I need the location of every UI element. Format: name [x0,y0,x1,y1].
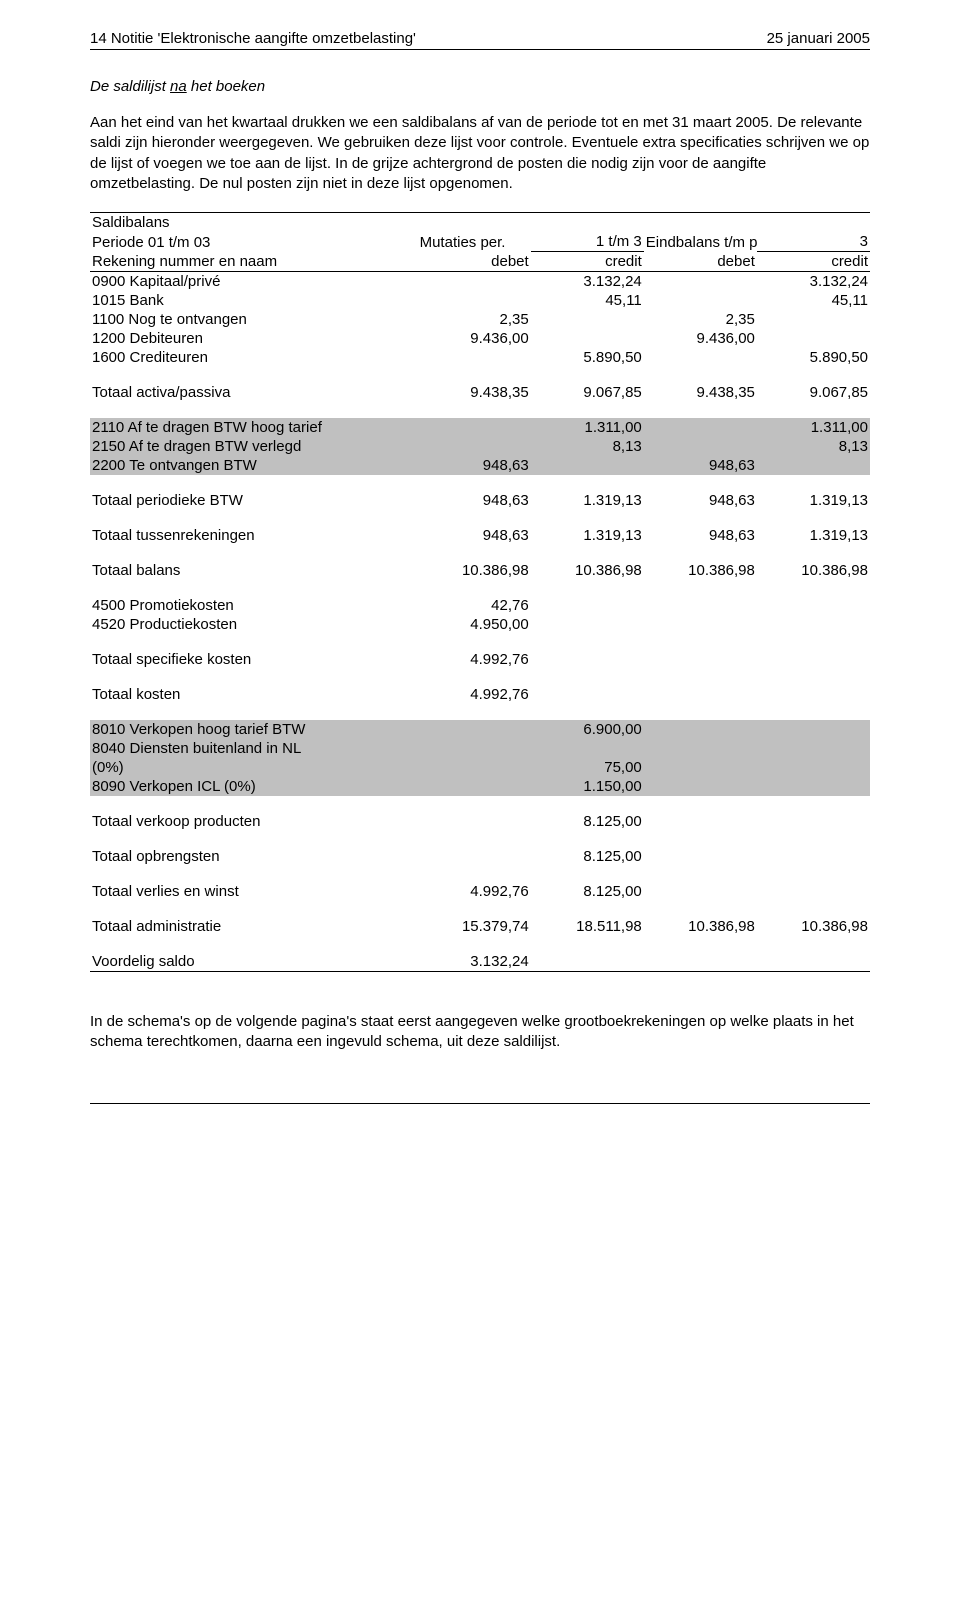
spacer [90,634,870,650]
th-debet-2: debet [644,252,757,272]
spacer [90,475,870,491]
header-left: 14 Notitie 'Elektronische aangifte omzet… [90,30,416,47]
row-nog-te-ontvangen: 1100 Nog te ontvangen 2,35 2,35 [90,310,870,329]
th-debet-1: debet [418,252,531,272]
row-diensten-nl-1: 8040 Diensten buitenland in NL [90,739,870,758]
page: 14 Notitie 'Elektronische aangifte omzet… [0,0,960,1144]
row-debiteuren: 1200 Debiteuren 9.436,00 9.436,00 [90,329,870,348]
row-verkoop-hoog: 8010 Verkopen hoog tarief BTW 6.900,00 [90,720,870,739]
saldibalans-table: Saldibalans Periode 01 t/m 03 Mutaties p… [90,212,870,972]
row-tussenrekeningen: Totaal tussenrekeningen 948,63 1.319,13 … [90,526,870,545]
spacer [90,367,870,383]
spacer [90,796,870,812]
spacer [90,510,870,526]
paragraph-2: In de schema's op de volgende pagina's s… [90,1012,870,1053]
th-periode: Periode 01 t/m 03 [90,232,418,252]
spacer [90,866,870,882]
spacer [90,580,870,596]
row-balans: Totaal balans 10.386,98 10.386,98 10.386… [90,561,870,580]
table-header-row-3: Rekening nummer en naam debet credit deb… [90,252,870,272]
row-specifieke-kosten: Totaal specifieke kosten 4.992,76 [90,650,870,669]
spacer [90,402,870,418]
spacer [90,545,870,561]
row-administratie: Totaal administratie 15.379,74 18.511,98… [90,917,870,936]
spacer [90,936,870,952]
subtitle-underline: na [170,78,187,95]
th-1tm3: 1 t/m 3 [531,232,644,252]
saldibalans-table-wrap: Saldibalans Periode 01 t/m 03 Mutaties p… [90,212,870,972]
spacer [90,901,870,917]
th-rekening: Rekening nummer en naam [90,252,418,272]
th-credit-2: credit [757,252,870,272]
subtitle: De saldilijst na het boeken [90,78,870,95]
header-right: 25 januari 2005 [767,30,870,47]
row-activa-passiva: Totaal activa/passiva 9.438,35 9.067,85 … [90,383,870,402]
spacer [90,704,870,720]
table-header-row-1: Saldibalans [90,213,870,233]
row-promotiekosten: 4500 Promotiekosten 42,76 [90,596,870,615]
subtitle-prefix: De saldilijst [90,78,170,95]
row-diensten-nl-2: (0%) 75,00 [90,758,870,777]
th-mutaties: Mutaties per. [418,232,531,252]
spacer [90,669,870,685]
spacer [90,831,870,847]
row-bank: 1015 Bank 45,11 45,11 [90,291,870,310]
th-credit-1: credit [531,252,644,272]
row-crediteuren: 1600 Crediteuren 5.890,50 5.890,50 [90,348,870,367]
row-icl: 8090 Verkopen ICL (0%) 1.150,00 [90,777,870,796]
row-verlies-winst: Totaal verlies en winst 4.992,76 8.125,0… [90,882,870,901]
subtitle-suffix: het boeken [187,78,265,95]
paragraph-1: Aan het eind van het kwartaal drukken we… [90,113,870,194]
th-eindbalans: Eindbalans t/m per. [644,232,757,252]
row-opbrengsten: Totaal opbrengsten 8.125,00 [90,847,870,866]
row-btw-hoog: 2110 Af te dragen BTW hoog tarief 1.311,… [90,418,870,437]
page-header: 14 Notitie 'Elektronische aangifte omzet… [90,30,870,50]
table-header-row-2: Periode 01 t/m 03 Mutaties per. 1 t/m 3 … [90,232,870,252]
row-btw-verlegd: 2150 Af te dragen BTW verlegd 8,13 8,13 [90,437,870,456]
row-btw-ontvangen: 2200 Te ontvangen BTW 948,63 948,63 [90,456,870,475]
row-kapitaal: 0900 Kapitaal/privé 3.132,24 3.132,24 [90,272,870,292]
row-totaal-kosten: Totaal kosten 4.992,76 [90,685,870,704]
th-3: 3 [757,232,870,252]
row-voordelig-saldo: Voordelig saldo 3.132,24 [90,952,870,972]
row-periodieke-btw: Totaal periodieke BTW 948,63 1.319,13 94… [90,491,870,510]
row-productiekosten: 4520 Productiekosten 4.950,00 [90,615,870,634]
row-verkoop-producten: Totaal verkoop producten 8.125,00 [90,812,870,831]
footer-rule [90,1103,870,1104]
th-saldibalans: Saldibalans [90,213,418,233]
